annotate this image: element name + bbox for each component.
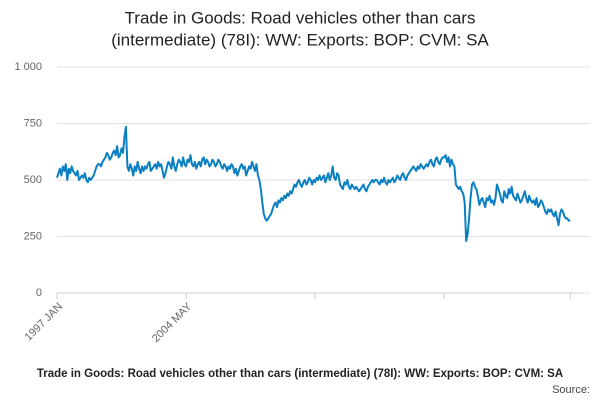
caption: Trade in Goods: Road vehicles other than… xyxy=(37,368,563,380)
y-tick-label: 0 xyxy=(36,287,42,299)
y-tick-label: 1 000 xyxy=(14,61,42,73)
y-tick-label: 750 xyxy=(24,117,42,129)
x-tick-label: 2004 MAY xyxy=(150,300,195,345)
y-tick-label: 500 xyxy=(24,174,42,186)
y-tick-label: 250 xyxy=(24,230,42,242)
chart-title: Trade in Goods: Road vehicles other than… xyxy=(125,8,476,27)
x-tick-label: 1997 JAN xyxy=(23,301,66,344)
chart-title: (intermediate) (78I): WW: Exports: BOP: … xyxy=(111,30,489,49)
source: Source: xyxy=(552,384,590,396)
data-line xyxy=(56,125,571,243)
